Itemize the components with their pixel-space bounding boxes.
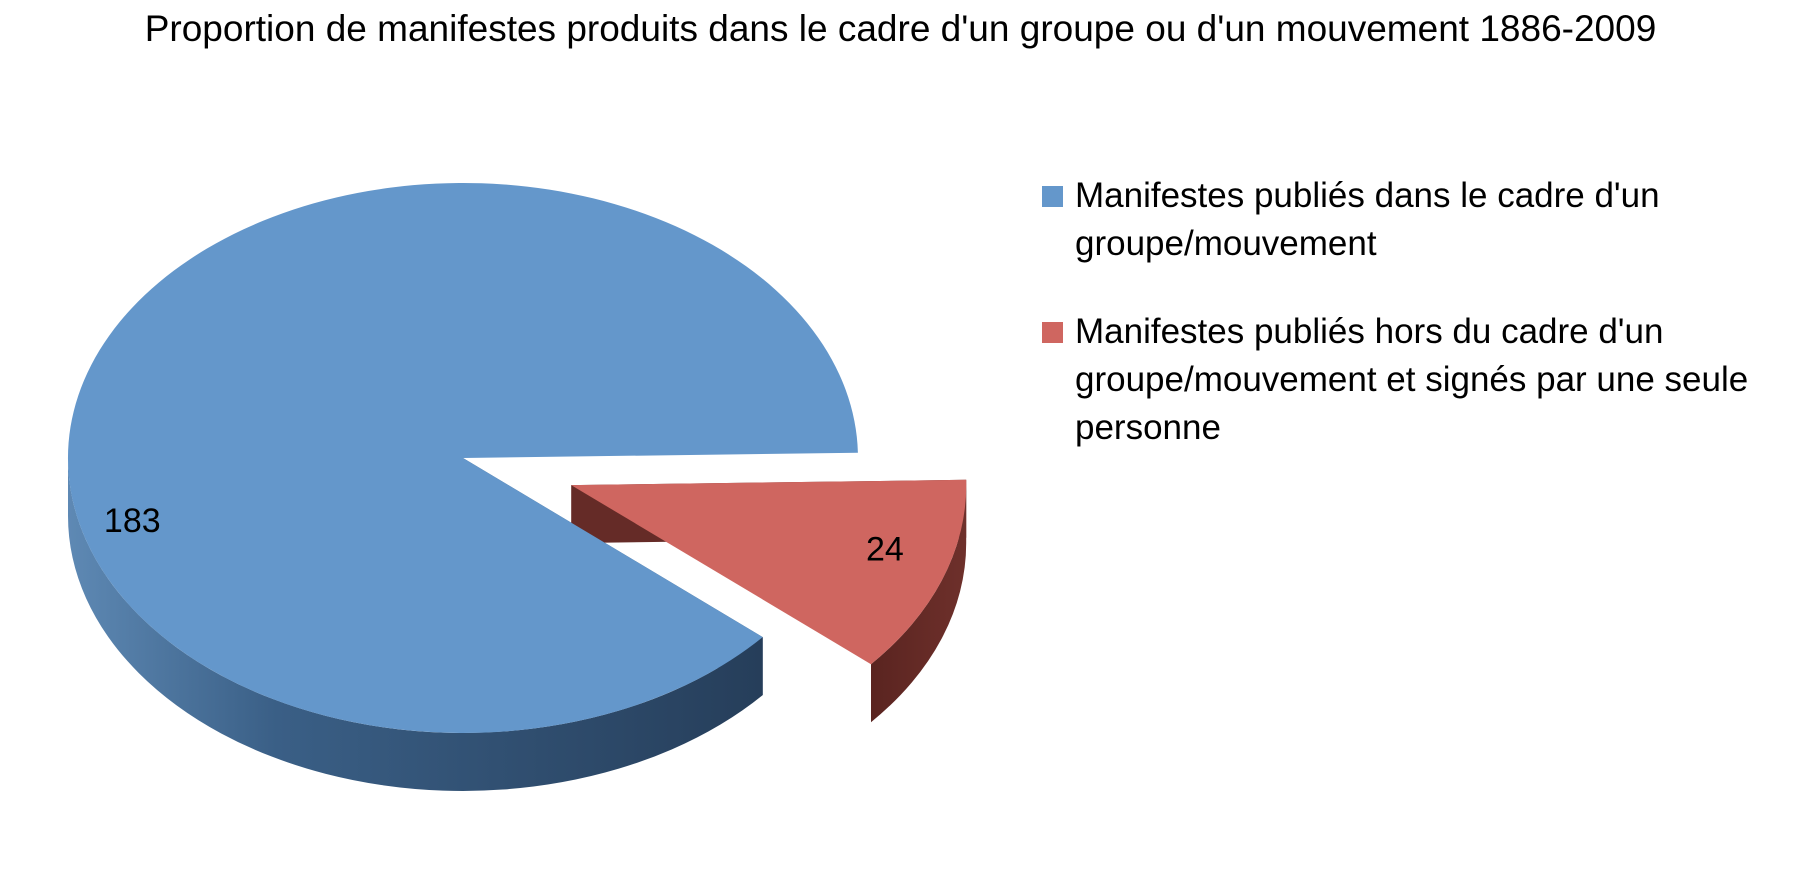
chart-legend: Manifestes publiés dans le cadre d'un gr… [1042, 172, 1762, 492]
data-label-group: 183 [104, 502, 161, 540]
legend-label-individual: Manifestes publiés hors du cadre d'un gr… [1075, 312, 1749, 447]
data-label-individual: 24 [866, 530, 904, 568]
legend-swatch-individual [1042, 322, 1063, 343]
pie-slice-individual [571, 479, 967, 665]
chart-title: Proportion de manifestes produits dans l… [144, 8, 1657, 49]
legend-label-group: Manifestes publiés dans le cadre d'un gr… [1075, 176, 1660, 263]
legend-item-individual: Manifestes publiés hors du cadre d'un gr… [1042, 308, 1762, 452]
pie-slice-group-side [68, 458, 763, 791]
pie-slice-individual-side [871, 485, 967, 723]
legend-swatch-group [1042, 186, 1063, 207]
pie-slice-group [67, 182, 858, 733]
legend-item-group: Manifestes publiés dans le cadre d'un gr… [1042, 172, 1762, 268]
